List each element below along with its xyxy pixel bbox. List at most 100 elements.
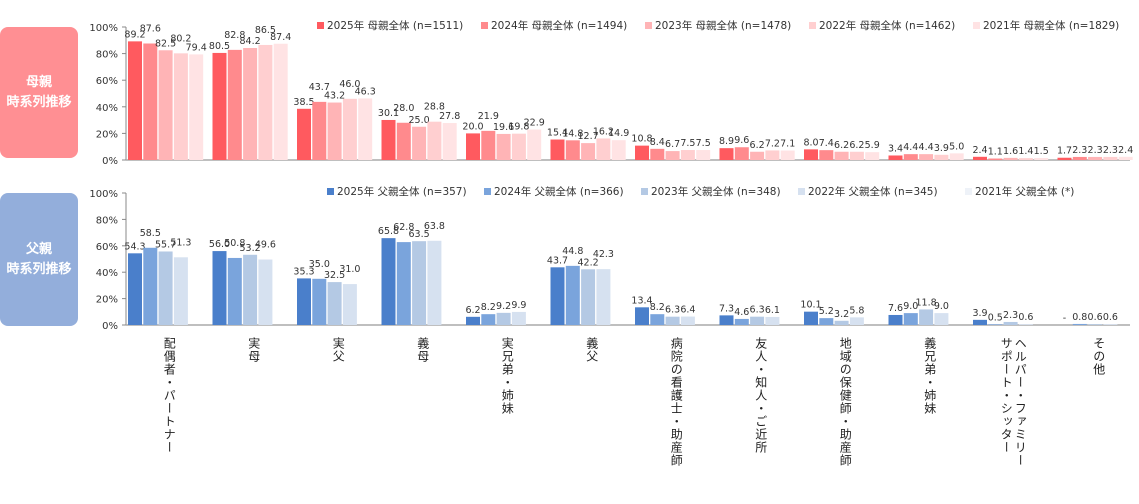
data-label: 5.0	[949, 141, 964, 152]
data-label: 32.5	[324, 270, 345, 281]
mother-label-line1: 母親	[25, 74, 52, 90]
bar	[442, 123, 457, 160]
bar	[481, 314, 496, 325]
data-label: 65.8	[378, 226, 399, 237]
x-tick-label: 実兄弟・姉妹	[500, 337, 514, 415]
legend-swatch	[798, 188, 805, 195]
x-tick-label-line: その他	[1091, 337, 1106, 376]
y-tick-label: 20%	[96, 295, 118, 306]
bar	[734, 147, 749, 160]
bar	[173, 53, 188, 160]
bar	[849, 151, 864, 160]
data-label: 20.0	[462, 121, 483, 132]
bar	[396, 242, 411, 325]
bar	[158, 50, 173, 160]
bar	[919, 154, 934, 160]
bar	[297, 278, 311, 325]
bar	[719, 315, 734, 325]
legend-swatch	[645, 22, 652, 29]
data-label: 1.7	[1057, 146, 1072, 157]
bar	[819, 150, 834, 160]
data-label: 82.5	[155, 38, 176, 49]
data-label: 30.1	[378, 108, 399, 119]
y-tick-label: 20%	[96, 129, 118, 140]
data-label: 21.9	[478, 111, 499, 122]
bar	[765, 316, 780, 325]
y-tick-label: 40%	[96, 103, 118, 114]
data-label: 35.3	[293, 266, 314, 277]
father-label-line1: 父親	[25, 241, 52, 257]
data-label: 0.5	[988, 312, 1003, 323]
bar	[988, 158, 1003, 160]
data-label: 2.3	[1088, 145, 1103, 156]
data-label: 6.2	[465, 305, 480, 316]
bar	[834, 320, 849, 325]
bar	[412, 126, 427, 160]
data-label: 8.4	[650, 137, 665, 148]
mother-timeseries-label: 母親 時系列推移	[0, 27, 78, 158]
data-label: 8.0	[803, 137, 818, 148]
father-chart: 0% 20% 40% 60% 80% 100% 54.3 58.555.751.3 56.050…	[89, 185, 1130, 332]
bar	[565, 140, 580, 160]
bar	[903, 154, 918, 160]
data-label: 6.2	[750, 140, 765, 151]
y-tick-label: 100%	[89, 189, 118, 200]
legend-label: 2022年 母親全体 (n=1462)	[819, 19, 955, 32]
data-label: 6.7	[665, 139, 680, 150]
data-label: 5.9	[865, 140, 880, 151]
legend-swatch	[327, 188, 334, 195]
data-label: 38.5	[293, 97, 314, 108]
data-label: 56.0	[209, 239, 230, 250]
bar	[128, 41, 142, 160]
data-label: 10.8	[631, 134, 652, 145]
legend-swatch	[481, 22, 488, 29]
legend-label: 2023年 父親全体 (n=348)	[651, 185, 781, 198]
bar	[327, 282, 342, 325]
data-label: 3.4	[888, 143, 903, 154]
data-label: 9.6	[734, 135, 749, 146]
data-label: 3.2	[834, 309, 849, 320]
bar	[189, 54, 204, 161]
data-label: 13.4	[631, 295, 652, 306]
data-label: 42.3	[593, 249, 614, 260]
x-tick-label-line: 地域の保健師・助産師	[838, 337, 853, 467]
bar	[143, 43, 158, 160]
bar	[550, 139, 565, 160]
bar	[412, 241, 427, 325]
bar	[1118, 156, 1133, 160]
data-label: 14.8	[562, 128, 583, 139]
bar	[212, 52, 227, 161]
mother-chart: 0% 20% 40% 60% 80% 100% 89.287.6 82.580.279.4 80…	[89, 19, 1133, 167]
bar	[635, 307, 649, 325]
bar	[1057, 157, 1072, 160]
bar	[1018, 158, 1033, 160]
data-label: 51.3	[170, 237, 191, 248]
bar	[680, 316, 695, 325]
legend-swatch	[965, 188, 972, 195]
y-tick-label: 60%	[96, 76, 118, 87]
bar	[327, 102, 342, 160]
data-label: 22.9	[524, 118, 545, 129]
bar	[903, 313, 918, 325]
legend-swatch	[973, 22, 980, 29]
data-label: -	[1063, 313, 1066, 324]
bar	[804, 311, 818, 325]
bar	[565, 265, 580, 325]
bar	[780, 150, 795, 160]
data-label: 63.8	[424, 221, 445, 232]
bar	[819, 318, 834, 325]
bar	[273, 43, 288, 161]
data-label: 19.8	[508, 122, 529, 133]
data-label: 9.2	[496, 301, 511, 312]
x-tick-label-line: サポート・シッター	[999, 337, 1014, 454]
data-label: 7.6	[888, 303, 903, 314]
bar	[427, 121, 442, 160]
bar	[466, 316, 480, 325]
legend-label: 2022年 父親全体 (n=345)	[808, 185, 938, 198]
bar	[665, 316, 680, 325]
data-label: 43.7	[309, 82, 330, 93]
bar	[1103, 156, 1118, 160]
x-tick-label-line: 配偶者・パートナー	[162, 337, 177, 454]
x-tick-label-line: 友人・知人・ご近所	[753, 337, 768, 454]
bar	[128, 253, 142, 325]
